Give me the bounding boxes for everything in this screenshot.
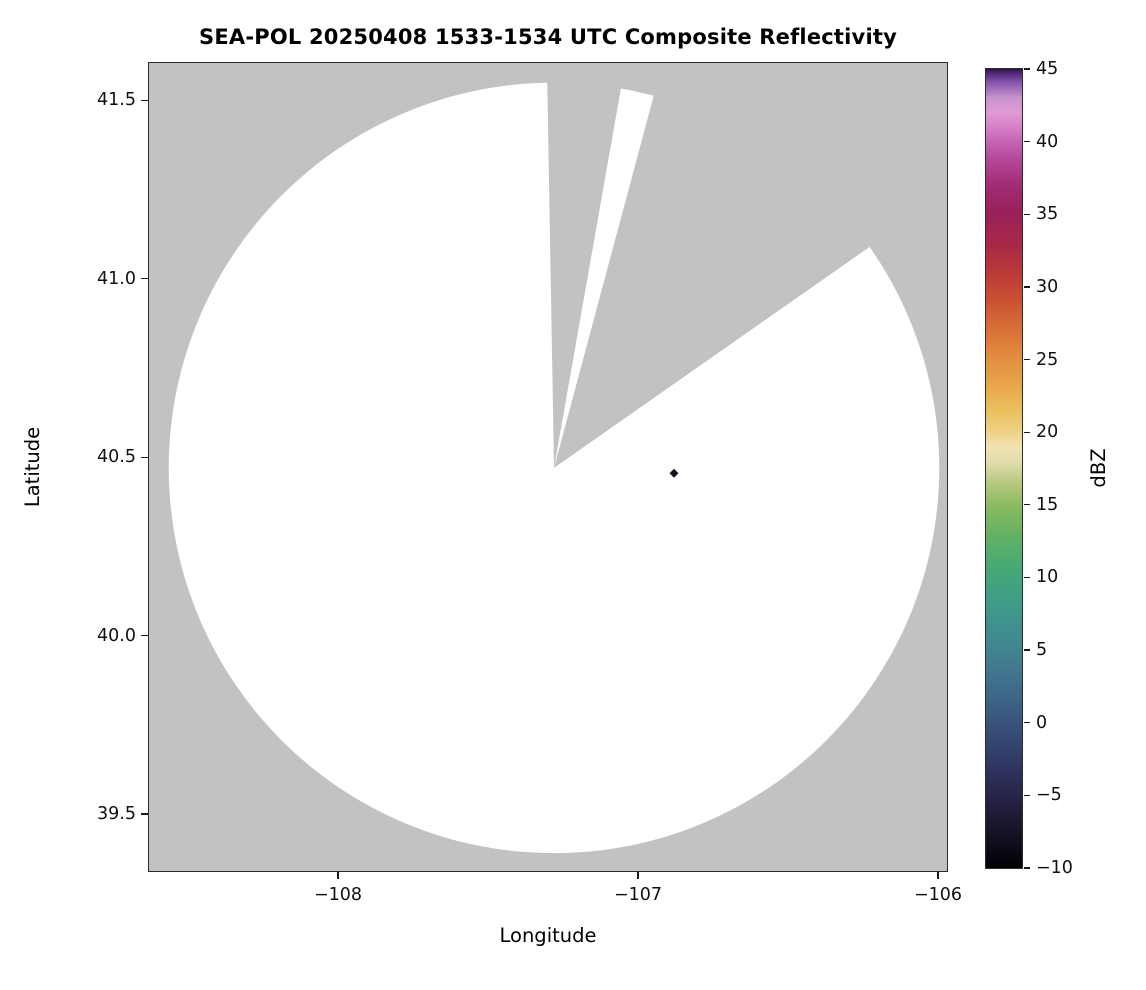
chart-title: SEA-POL 20250408 1533-1534 UTC Composite… (199, 25, 897, 49)
colorbar-tick-mark (1024, 867, 1030, 869)
x-tick-mark (637, 872, 639, 879)
colorbar-tick-label: 0 (1036, 712, 1048, 733)
blocked-sector (554, 63, 947, 468)
colorbar-tick-mark (1024, 794, 1030, 796)
colorbar-tick-label: 25 (1036, 349, 1059, 370)
y-tick-label: 39.5 (97, 803, 136, 824)
colorbar-tick-mark (1024, 68, 1030, 70)
colorbar-tick-label: −10 (1036, 858, 1073, 878)
colorbar-tick-mark (1024, 213, 1030, 215)
colorbar-tick-mark (1024, 649, 1030, 651)
y-tick-label: 41.0 (97, 268, 136, 289)
x-tick-mark (337, 872, 339, 879)
x-tick-label: −106 (913, 885, 963, 905)
colorbar-tick-label: 10 (1036, 567, 1059, 588)
radar-plot-canvas (168, 63, 947, 854)
colorbar-tick-mark (1024, 358, 1030, 361)
y-tick-mark (141, 278, 148, 280)
colorbar-tick-mark (1024, 576, 1030, 579)
x-tick-mark (937, 872, 939, 879)
y-tick-label: 40.5 (97, 447, 136, 468)
colorbar-tick-label: 45 (1036, 59, 1059, 79)
y-tick-label: 41.5 (97, 90, 136, 111)
colorbar-gradient (986, 69, 1022, 868)
x-tick-label: −108 (313, 885, 363, 905)
colorbar-tick-mark (1024, 286, 1030, 288)
echo-marker (669, 468, 679, 478)
colorbar-label: dBZ (1087, 448, 1110, 488)
y-tick-mark (141, 813, 148, 815)
blocked-sector (546, 63, 626, 468)
colorbar-tick-label: 35 (1036, 204, 1059, 225)
y-axis-label: Latitude (21, 426, 44, 508)
colorbar-tick-label: 40 (1036, 131, 1059, 152)
colorbar-tick-mark (1024, 504, 1030, 506)
colorbar-tick-label: −5 (1036, 785, 1062, 806)
y-tick-label: 40.0 (97, 625, 136, 646)
colorbar-tick-mark (1024, 431, 1030, 433)
colorbar-tick-label: 5 (1036, 640, 1048, 661)
colorbar-tick-mark (1024, 722, 1030, 724)
x-tick-label: −107 (613, 885, 663, 905)
y-tick-mark (141, 634, 148, 637)
plot-area (148, 62, 948, 872)
colorbar-tick-label: 15 (1036, 494, 1059, 515)
colorbar-tick-mark (1024, 140, 1030, 143)
y-tick-mark (141, 456, 148, 458)
colorbar-tick-label: 20 (1036, 422, 1059, 443)
colorbar-tick-label: 30 (1036, 276, 1059, 297)
colorbar (985, 68, 1023, 869)
x-axis-label: Longitude (499, 924, 597, 947)
y-tick-mark (141, 99, 148, 102)
